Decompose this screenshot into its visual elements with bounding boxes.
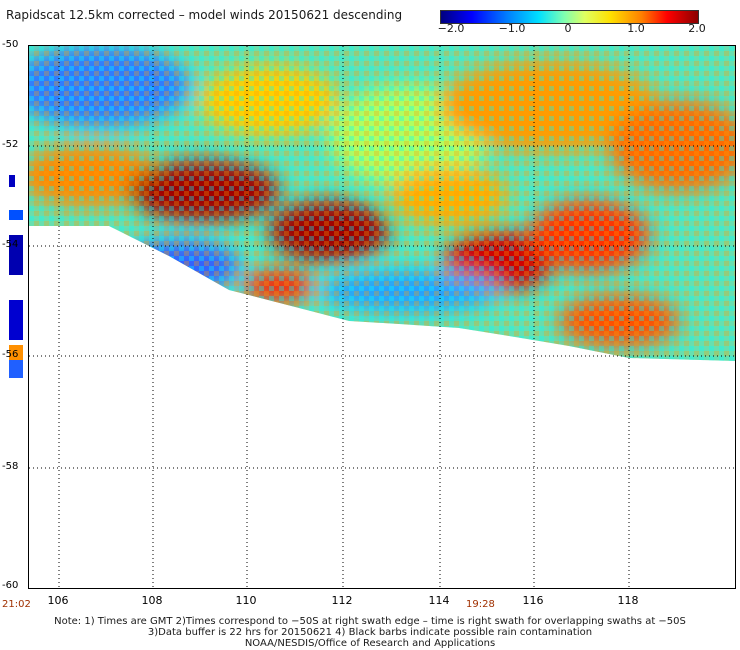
colorbar bbox=[440, 10, 699, 24]
footnote-line-2: 3)Data buffer is 22 hrs for 20150621 4) … bbox=[147, 627, 593, 638]
wind-difference-field bbox=[29, 46, 735, 361]
y-tick-label: -60 bbox=[2, 580, 19, 591]
map-plot-area bbox=[28, 45, 736, 589]
x-tick-label: 116 bbox=[522, 594, 544, 607]
grid-lines bbox=[29, 46, 735, 588]
time-label-mid: 19:28 bbox=[466, 599, 495, 610]
left-edge-strip bbox=[9, 175, 23, 378]
x-tick-label: 112 bbox=[331, 594, 353, 607]
x-tick-label: 108 bbox=[141, 594, 163, 607]
x-tick-label: 118 bbox=[617, 594, 639, 607]
map-title: Rapidscat 12.5km corrected – model winds… bbox=[6, 8, 403, 22]
colorbar-tick: −2.0 bbox=[437, 22, 465, 35]
y-tick-label: -50 bbox=[2, 39, 19, 50]
x-tick-label: 110 bbox=[235, 594, 257, 607]
colorbar-tick: 0 bbox=[564, 22, 572, 35]
x-tick-label: 106 bbox=[47, 594, 69, 607]
x-tick-label: 114 bbox=[428, 594, 450, 607]
colorbar-tick: −1.0 bbox=[498, 22, 526, 35]
y-tick-label: -58 bbox=[2, 461, 19, 472]
colorbar-tick: 1.0 bbox=[627, 22, 645, 35]
footnote-line-1: Note: 1) Times are GMT 2)Times correspon… bbox=[54, 616, 686, 627]
time-label-left: 21:02 bbox=[2, 599, 31, 610]
footnote-line-3: NOAA/NESDIS/Office of Research and Appli… bbox=[244, 638, 496, 649]
y-tick-label: -54 bbox=[2, 239, 19, 250]
y-tick-label: -52 bbox=[2, 139, 19, 150]
colorbar-tick: 2.0 bbox=[688, 22, 706, 35]
y-tick-label: -56 bbox=[2, 349, 19, 360]
